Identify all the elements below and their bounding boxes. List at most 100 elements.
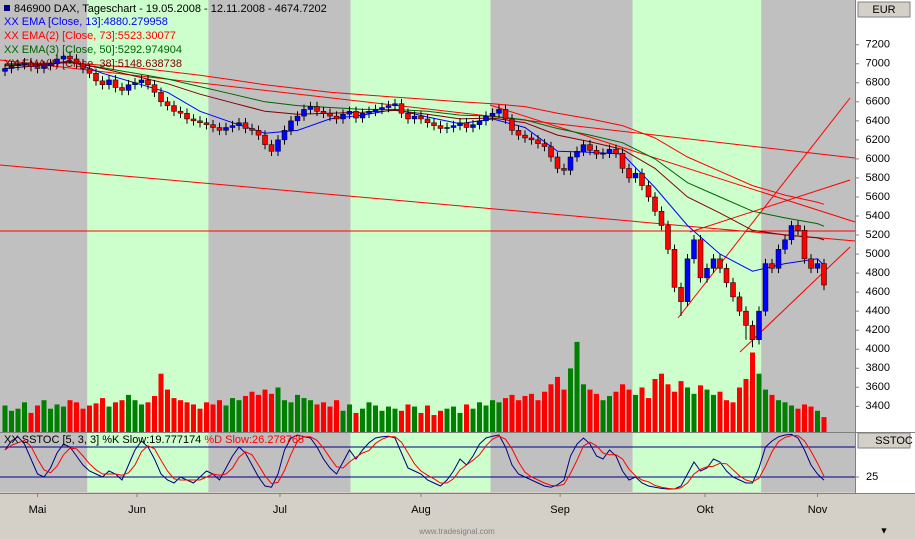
volume-bar bbox=[282, 400, 288, 432]
candle-body bbox=[216, 127, 223, 131]
candle-body bbox=[444, 127, 450, 129]
volume-bar bbox=[522, 395, 528, 432]
candle-body bbox=[678, 287, 684, 302]
volume-bar bbox=[580, 384, 586, 432]
candle-body bbox=[145, 79, 151, 85]
x-tick-label: Nov bbox=[808, 504, 828, 516]
volume-bar bbox=[80, 408, 86, 432]
volume-bar bbox=[483, 405, 489, 432]
y-tick-label: 25 bbox=[866, 471, 878, 483]
candle-body bbox=[704, 268, 710, 279]
volume-bar bbox=[191, 404, 197, 432]
candle-body bbox=[502, 109, 509, 120]
volume-bar bbox=[308, 400, 314, 432]
volume-bar bbox=[2, 405, 8, 432]
volume-bar bbox=[249, 391, 255, 432]
volume-bar bbox=[496, 402, 502, 432]
candle-body bbox=[392, 103, 398, 106]
candle-body bbox=[821, 263, 827, 286]
candle-body bbox=[775, 249, 782, 269]
candle-body bbox=[47, 63, 54, 66]
stoch-line bbox=[4, 433, 825, 490]
y-tick-label: 4000 bbox=[866, 343, 890, 355]
volume-bar bbox=[554, 376, 560, 432]
candle-body bbox=[528, 137, 535, 141]
volume-bar bbox=[788, 405, 794, 432]
candle-body bbox=[736, 296, 743, 312]
volume-bar bbox=[236, 400, 242, 432]
y-tick-label: 3400 bbox=[866, 400, 890, 412]
candle-body bbox=[353, 111, 359, 119]
indicator-legend: XX SSTOC [5, 3, 3] %K Slow:19.777174 %D … bbox=[4, 434, 304, 446]
candle-body bbox=[600, 152, 606, 155]
stochastic bbox=[0, 433, 855, 490]
candle-body bbox=[28, 62, 34, 67]
candle-body bbox=[2, 68, 8, 72]
volume-bar bbox=[782, 402, 788, 432]
candle-body bbox=[203, 122, 210, 125]
legend-entry: %D Slow:26.278765 bbox=[204, 434, 304, 446]
candle-body bbox=[782, 239, 788, 250]
candle-body bbox=[541, 143, 548, 147]
volume-bar bbox=[405, 404, 411, 432]
candle-body bbox=[307, 106, 314, 110]
candle-body bbox=[320, 111, 327, 114]
volume-bar bbox=[769, 394, 775, 432]
candle-body bbox=[626, 168, 632, 179]
candle-body bbox=[808, 258, 814, 269]
legend-entry: XX EMA(3) [Close, 50]:5292.974904 bbox=[4, 44, 182, 56]
candle-body bbox=[132, 82, 138, 85]
volume-bar bbox=[35, 405, 41, 432]
trend-lines bbox=[0, 59, 856, 353]
y-tick-label: 3600 bbox=[866, 381, 890, 393]
candle-body bbox=[171, 105, 177, 112]
candle-body bbox=[691, 239, 697, 260]
y-tick-label: 4400 bbox=[866, 305, 890, 317]
trend-line bbox=[689, 179, 851, 233]
y-tick-label: 4200 bbox=[866, 324, 890, 336]
candle-body bbox=[190, 118, 197, 122]
candle-body bbox=[593, 150, 600, 155]
candle-body bbox=[580, 144, 587, 152]
volume-bar bbox=[639, 387, 645, 432]
y-tick-label: 6000 bbox=[866, 153, 890, 165]
volume-bar bbox=[425, 405, 430, 432]
candle-body bbox=[255, 130, 262, 136]
ema-line bbox=[4, 62, 825, 205]
legend-entry: %K Slow:19.777174 bbox=[102, 434, 201, 446]
volume-bar bbox=[301, 398, 307, 432]
volume-bar bbox=[613, 391, 619, 432]
volume-bar bbox=[119, 400, 125, 432]
candle-body bbox=[184, 112, 190, 120]
candle-body bbox=[483, 115, 489, 122]
candle-body bbox=[366, 111, 372, 114]
candle-body bbox=[613, 149, 619, 154]
candle-body bbox=[112, 79, 119, 88]
volume-bar bbox=[152, 395, 158, 432]
x-tick-label: Jul bbox=[273, 504, 287, 516]
candle-body bbox=[119, 87, 125, 91]
candle-body bbox=[814, 263, 821, 269]
candle-body bbox=[333, 115, 340, 120]
volume-bar bbox=[113, 402, 119, 432]
y-tick-label: 7000 bbox=[866, 58, 890, 70]
candle-body bbox=[340, 113, 346, 120]
candle-body bbox=[431, 122, 437, 126]
y-tick-label: 4800 bbox=[866, 267, 890, 279]
volume-bar bbox=[184, 402, 190, 432]
volume-bar bbox=[15, 408, 21, 432]
currency-box bbox=[857, 1, 911, 18]
candle-body bbox=[411, 115, 418, 120]
candle-body bbox=[223, 127, 229, 131]
volume-bar bbox=[392, 408, 398, 432]
volume-bar bbox=[593, 393, 599, 432]
volume-bar bbox=[87, 405, 93, 432]
volume-bar bbox=[437, 410, 443, 432]
volume-bar bbox=[756, 373, 762, 432]
candle-body bbox=[15, 64, 21, 66]
candle-body bbox=[197, 120, 203, 123]
candle-body bbox=[242, 122, 249, 129]
volume-bar bbox=[821, 417, 827, 432]
candle-body bbox=[34, 66, 41, 69]
scroll[interactable]: ▼ bbox=[880, 525, 889, 535]
